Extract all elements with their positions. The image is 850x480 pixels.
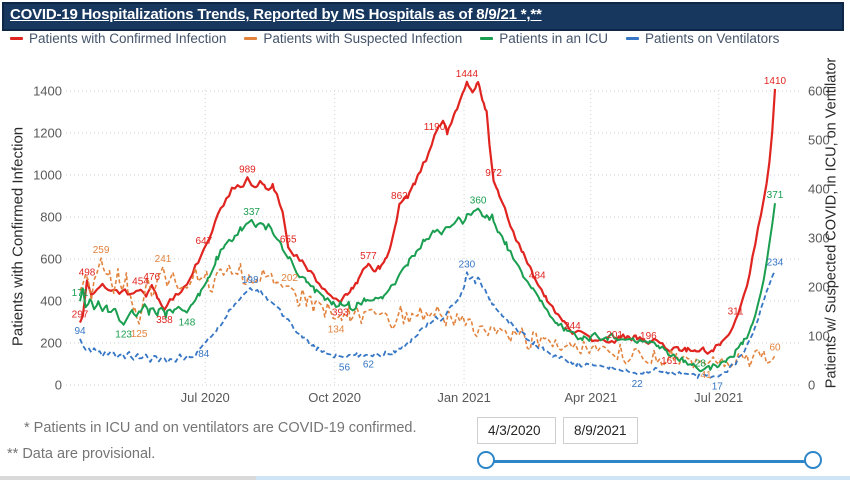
- data-label: 125: [131, 329, 148, 340]
- date-range-slider: [477, 449, 822, 475]
- x-axis-tick: Apr 2021: [564, 390, 617, 405]
- data-label: 498: [79, 267, 96, 278]
- x-axis-tick: Jan 2021: [437, 390, 491, 405]
- left-axis-tick: 200: [40, 336, 62, 351]
- data-label: 484: [529, 270, 546, 281]
- legend-dash-icon: [626, 37, 640, 40]
- data-label: 337: [243, 207, 260, 218]
- bottom-scroll-strip: [0, 476, 850, 480]
- left-axis-tick: 1400: [33, 84, 62, 99]
- data-label: 60: [769, 343, 781, 354]
- data-label: 22: [632, 379, 644, 390]
- legend-label: Patients in an ICU: [499, 31, 609, 46]
- data-label: 244: [564, 321, 581, 332]
- legend-dash-icon: [10, 37, 23, 40]
- data-label: 476: [143, 272, 160, 283]
- hospitalizations-line-chart: 0 200 400 600 800 1000 1200 1400 0 100 200 300 400 50…: [33, 69, 830, 405]
- left-axis-tick: 800: [40, 210, 62, 225]
- data-label: 862: [391, 191, 408, 202]
- data-label: 393: [332, 307, 349, 318]
- series-line-1: [79, 257, 776, 369]
- data-label: 1190: [424, 122, 446, 133]
- right-axis-tick: 100: [808, 329, 830, 344]
- legend-item-2[interactable]: Patients in an ICU: [480, 31, 608, 46]
- x-axis-tick: Oct 2020: [308, 390, 361, 405]
- data-label: 41: [701, 370, 713, 381]
- left-axis-title: Patients with Confirmed Infection: [9, 126, 27, 347]
- data-label: 28: [695, 358, 707, 369]
- data-label: 1410: [764, 76, 787, 87]
- data-label: 577: [360, 251, 377, 262]
- left-axis-tick: 0: [55, 378, 62, 393]
- data-label: 311: [728, 307, 744, 318]
- series-line-3: [79, 269, 776, 379]
- data-label: 56: [339, 363, 351, 374]
- data-label: 134: [328, 324, 345, 335]
- left-axis-tick: 1000: [33, 168, 62, 183]
- data-label: 84: [198, 349, 210, 360]
- data-label: 94: [74, 326, 86, 337]
- date-range-slider-track[interactable]: [487, 460, 812, 463]
- legend-dash-icon: [480, 37, 494, 40]
- data-label: 198: [242, 275, 259, 286]
- left-axis-tick: 1200: [33, 126, 62, 141]
- data-label: 989: [239, 164, 256, 175]
- data-label: 62: [363, 360, 375, 371]
- page-title: COVID-19 Hospitalizations Trends, Report…: [2, 2, 844, 31]
- bottom-scrollbar-thumb[interactable]: [0, 476, 256, 480]
- right-axis-tick: 300: [808, 231, 830, 246]
- data-label: 259: [93, 245, 110, 256]
- data-label: 360: [470, 196, 487, 207]
- legend-label: Patients with Suspected Infection: [263, 31, 463, 46]
- right-axis-tick: 400: [808, 182, 830, 197]
- left-axis-tick: 600: [40, 252, 62, 267]
- legend-label: Patients with Confirmed Infection: [29, 31, 227, 46]
- right-axis-title: Patients w/ Suspected COVID, in ICU, on …: [823, 57, 840, 389]
- date-range-slider-handle-start[interactable]: [477, 451, 495, 469]
- data-label: 241: [155, 254, 172, 265]
- data-label: 454: [132, 277, 149, 288]
- legend-label: Patients on Ventilators: [645, 31, 780, 46]
- legend-item-3[interactable]: Patients on Ventilators: [626, 31, 779, 46]
- data-label: 647: [195, 236, 212, 247]
- legend-item-1[interactable]: Patients with Suspected Infection: [244, 31, 462, 46]
- data-label: 655: [280, 234, 297, 245]
- x-axis-tick: Jul 2021: [694, 390, 743, 405]
- x-axis-tick: Jul 2020: [181, 390, 230, 405]
- data-label: 123: [115, 330, 132, 341]
- data-label: 17: [712, 382, 724, 393]
- data-label: 297: [72, 310, 89, 321]
- data-label: 230: [459, 259, 476, 270]
- series-line-2: [79, 203, 776, 373]
- footnote-icu-ventilators: * Patients in ICU and on ventilators are…: [24, 420, 417, 436]
- data-label: 972: [485, 168, 502, 179]
- right-axis-tick: 500: [808, 133, 830, 148]
- data-label: 1444: [456, 69, 479, 80]
- footnote-provisional: ** Data are provisional.: [7, 446, 156, 462]
- data-label: 161: [661, 356, 678, 367]
- date-range-start-input[interactable]: 4/3/2020: [477, 417, 556, 444]
- right-axis-tick: 600: [808, 84, 830, 99]
- series-line-0: [78, 80, 777, 355]
- legend-dash-icon: [244, 37, 258, 40]
- data-label: 358: [156, 315, 173, 326]
- data-label: 148: [179, 317, 196, 328]
- chart-legend: Patients with Confirmed Infection Patient…: [10, 31, 779, 46]
- left-axis-tick: 400: [40, 294, 62, 309]
- right-axis-tick: 0: [808, 378, 815, 393]
- data-label: 371: [767, 190, 784, 201]
- date-range-end-input[interactable]: 8/9/2021: [563, 417, 638, 444]
- data-label: 171: [72, 288, 89, 299]
- data-label: 202: [281, 273, 298, 284]
- right-axis-tick: 200: [808, 280, 830, 295]
- data-label: 234: [767, 257, 784, 268]
- data-label: 201: [606, 330, 623, 341]
- data-label: 196: [640, 331, 657, 342]
- date-range-slider-handle-end[interactable]: [804, 451, 822, 469]
- legend-item-0[interactable]: Patients with Confirmed Infection: [10, 31, 226, 46]
